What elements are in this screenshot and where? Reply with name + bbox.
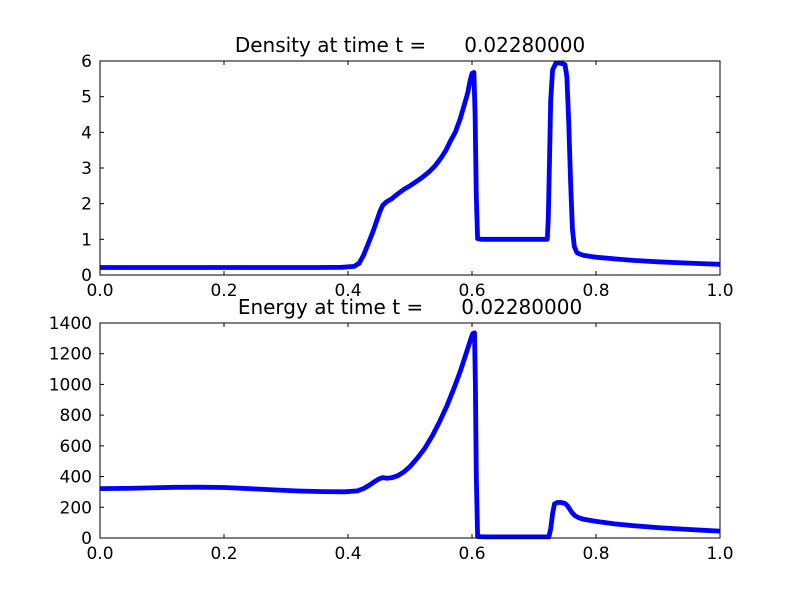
- x-tick-label: 0.6: [458, 544, 485, 564]
- y-tick-label: 0: [81, 529, 92, 549]
- y-tick-label: 4: [81, 123, 92, 143]
- x-tick-label: 0.8: [582, 544, 609, 564]
- y-tick-label: 200: [60, 498, 92, 518]
- x-tick-label: 0.4: [334, 544, 361, 564]
- y-tick-label: 6: [81, 52, 92, 72]
- y-tick-label: 1: [81, 230, 92, 250]
- axes-frame: [99, 60, 721, 276]
- y-tick-label: 3: [81, 159, 92, 179]
- y-tick-label: 400: [60, 468, 92, 488]
- x-tick-label: 1.0: [706, 281, 733, 301]
- x-tick-label: 0.6: [458, 281, 485, 301]
- y-tick-label: 2: [81, 195, 92, 215]
- axes-frame: [99, 322, 721, 539]
- y-tick-label: 1000: [49, 375, 92, 395]
- y-tick-label: 0: [81, 266, 92, 286]
- x-tick-label: 0.8: [582, 281, 609, 301]
- density-curve: [100, 60, 721, 270]
- y-tick-label: 1400: [49, 314, 92, 334]
- y-tick-label: 600: [60, 437, 92, 457]
- density-title: Density at time t = 0.02280000: [235, 33, 585, 57]
- x-tick-label: 0.4: [334, 281, 361, 301]
- x-tick-label: 0.0: [86, 544, 113, 564]
- y-tick-label: 800: [60, 406, 92, 426]
- energy-subplot: 0.0 0.2 0.4 0.6 0.8 1.0 0 200 400 600 800 1000 1200 1…: [49, 295, 734, 564]
- x-tick-label: 0.2: [210, 544, 237, 564]
- density-subplot: 0.0 0.2 0.4 0.6 0.8 1.0 0 1 2 3 4 5 6 Density at time…: [81, 33, 733, 301]
- x-tick-label: 0.0: [86, 281, 113, 301]
- energy-title: Energy at time t = 0.02280000: [238, 295, 582, 319]
- y-tick-label: 1200: [49, 345, 92, 365]
- energy-curve: [99, 330, 721, 540]
- y-tick-label: 5: [81, 88, 92, 108]
- x-tick-label: 0.2: [210, 281, 237, 301]
- x-tick-label: 1.0: [706, 544, 733, 564]
